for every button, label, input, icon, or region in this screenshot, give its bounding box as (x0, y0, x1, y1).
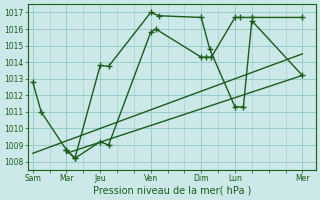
X-axis label: Pression niveau de la mer( hPa ): Pression niveau de la mer( hPa ) (92, 186, 251, 196)
